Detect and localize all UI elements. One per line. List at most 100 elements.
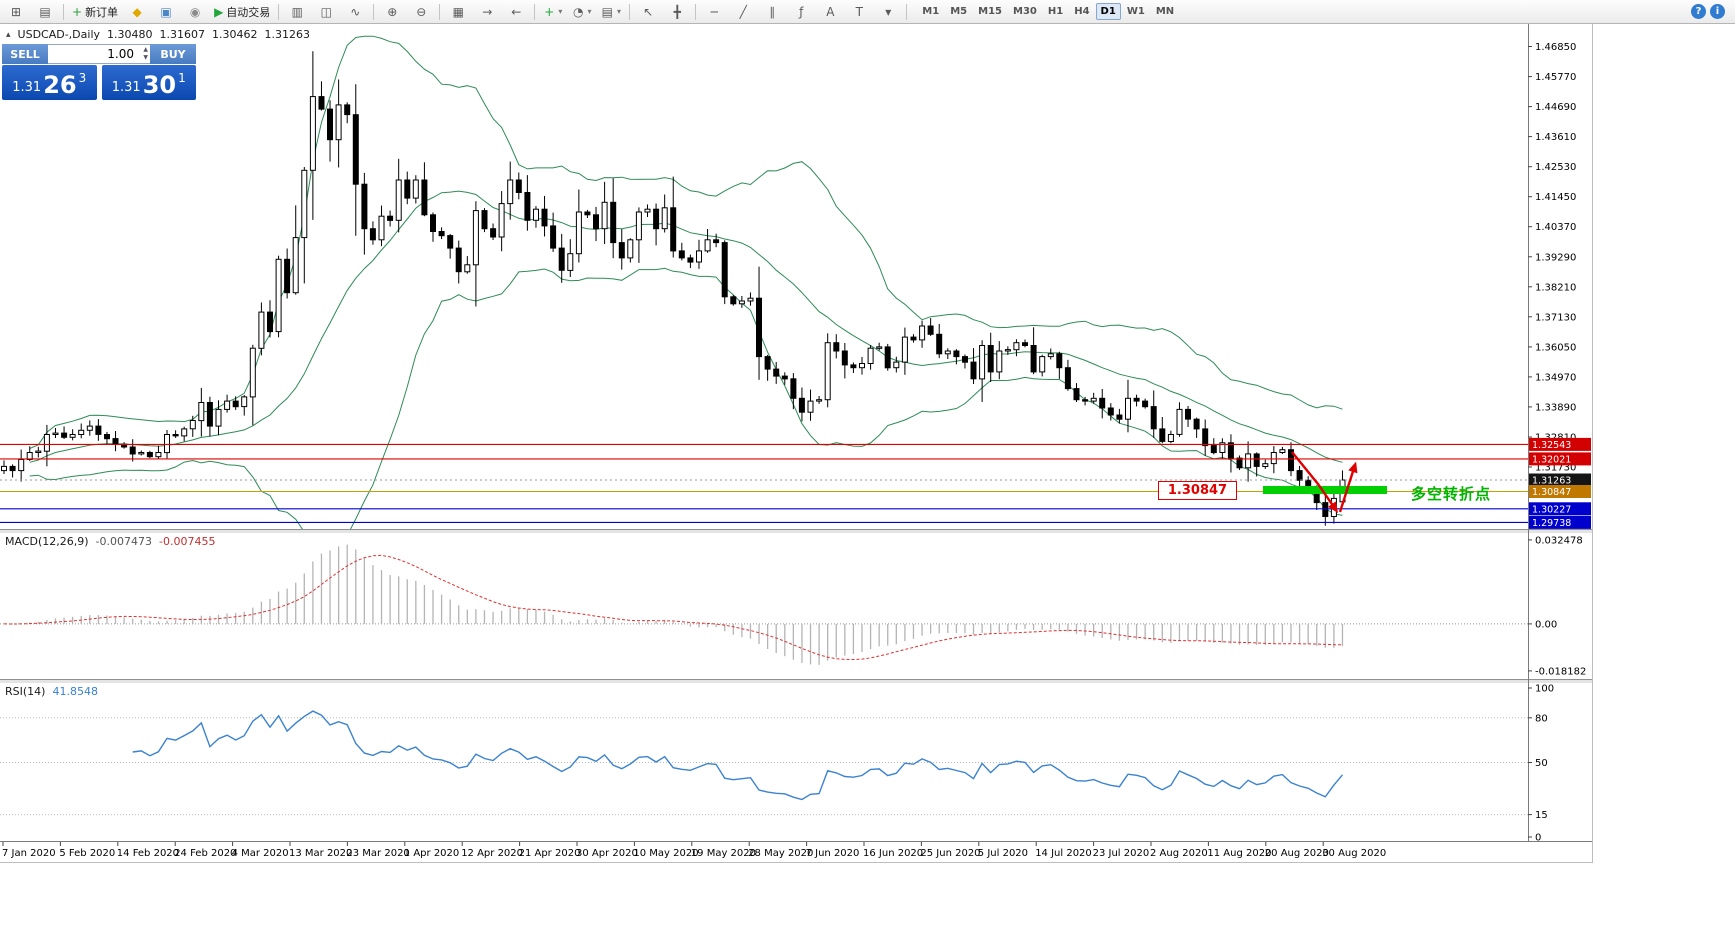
price-tick-label: 1.31730 (1535, 463, 1576, 474)
support-zone-rectangle[interactable] (1263, 486, 1387, 494)
buy-price-panel[interactable]: 1.31 30 1 (101, 65, 196, 100)
rsi-axis-label: 0 (1535, 833, 1541, 844)
help-button[interactable]: ? (1691, 4, 1706, 19)
line-chart-icon: ∿ (350, 4, 361, 19)
fibonacci-retracement-button[interactable]: ƒ (787, 1, 815, 23)
sell-price-prefix: 1.31 (12, 80, 42, 95)
trendline-button[interactable]: ╱ (729, 1, 757, 23)
price-axis-badge (1529, 452, 1591, 466)
profiles-icon: ▤ (39, 4, 51, 19)
auto-trading-button[interactable]: ▶ 自动交易 (210, 1, 274, 23)
price-tick-label: 1.46850 (1535, 42, 1576, 53)
volume-up-arrow-icon[interactable]: ▲ (143, 46, 148, 53)
price-annotation-box[interactable]: 1.30847 (1158, 481, 1237, 500)
line-chart-button[interactable]: ∿ (341, 1, 369, 23)
cursor-button[interactable]: ↖ (634, 1, 662, 23)
horizontal-line-button[interactable]: ─ (700, 1, 728, 23)
date-tick-label: 7 Jun 2020 (806, 848, 860, 859)
turning-point-note[interactable]: 多空转折点 (1411, 485, 1492, 503)
price-tick-label: 1.33890 (1535, 402, 1576, 413)
volume-down-arrow-icon[interactable]: ▼ (143, 54, 148, 61)
mql5-community-button[interactable]: ◆ (123, 1, 151, 23)
bar-chart-button[interactable]: ▥ (283, 1, 311, 23)
date-tick-label: 30 Apr 2020 (576, 848, 638, 859)
open-value: 1.30480 (107, 28, 153, 41)
up-arrow-annotation[interactable] (1338, 461, 1358, 513)
date-tick-label: 11 Aug 2020 (1207, 848, 1271, 859)
timeframe-h1-button[interactable]: H1 (1047, 6, 1064, 17)
down-arrow-annotation[interactable] (1291, 451, 1339, 513)
crosshair-button[interactable]: ╋ (663, 1, 691, 23)
price-tick-label: 1.40370 (1535, 222, 1576, 233)
sell-button[interactable]: SELL (2, 44, 48, 64)
indicators-icon: + (544, 4, 555, 19)
text-button[interactable]: A (816, 1, 844, 23)
timeframe-w1-button[interactable]: W1 (1126, 6, 1145, 17)
price-axis-badge-label: 1.32543 (1532, 440, 1571, 451)
sell-price-pips: 26 (43, 71, 77, 100)
one-click-trading-panel: SELL 1.00 ▲ ▼ BUY 1.31 26 3 1.31 (2, 44, 196, 100)
data-window-button[interactable]: ▣ (152, 1, 180, 23)
periods-button[interactable]: ◔ ▾ (568, 1, 596, 23)
profiles-button[interactable]: ▤ (31, 1, 59, 23)
equidistant-channel-button[interactable]: ∥ (758, 1, 786, 23)
sell-price-panel[interactable]: 1.31 26 3 (2, 65, 97, 100)
date-tick-label: 30 Aug 2020 (1322, 848, 1386, 859)
new-order-button[interactable]: + 新订单 (68, 1, 122, 23)
one-click-collapse-icon[interactable]: ▴ (6, 29, 11, 40)
date-tick-label: 24 Feb 2020 (174, 848, 236, 859)
timeframe-mn-button[interactable]: MN (1155, 6, 1175, 17)
toolbar-separator (534, 3, 536, 20)
buy-button[interactable]: BUY (150, 44, 196, 64)
timeframe-m5-button[interactable]: M5 (950, 6, 968, 17)
arrows-list-button[interactable]: ▾ (874, 1, 902, 23)
price-tick-label: 1.36050 (1535, 342, 1576, 353)
price-chart-canvas[interactable]: 1.46850 1.45770 1.44690 1.43610 1.42530 1.414… (0, 24, 1592, 862)
arrows-list-icon: ▾ (885, 4, 892, 19)
indicators-button[interactable]: + ▾ (539, 1, 567, 23)
timeframe-m30-button[interactable]: M30 (1013, 6, 1037, 17)
candlestick-chart-icon: ◫ (320, 4, 332, 19)
rsi-axis-label: 80 (1535, 713, 1548, 724)
templates-button[interactable]: ▤ ▾ (597, 1, 625, 23)
date-tick-label: 14 Feb 2020 (117, 848, 179, 859)
toolbar-separator (629, 3, 631, 20)
bollinger-lower-band (29, 267, 1343, 529)
toolbar-separator (906, 3, 908, 20)
rsi-pane[interactable] (0, 710, 1528, 816)
tile-windows-icon: ▦ (452, 4, 464, 19)
quick-search-button[interactable]: i (1710, 4, 1725, 19)
price-axis-badge-label: 1.30847 (1532, 487, 1571, 498)
zoom-out-button[interactable]: ⊖ (407, 1, 435, 23)
symbol-period-label: USDCAD-,Daily (17, 28, 101, 41)
new-chart-button[interactable]: ⊞ (2, 1, 30, 23)
equidistant-channel-icon: ∥ (769, 4, 776, 19)
price-tick-label: 1.38210 (1535, 282, 1576, 293)
strategy-tester-button[interactable]: ◉ (181, 1, 209, 23)
candlestick-chart-button[interactable]: ◫ (312, 1, 340, 23)
auto-scroll-button[interactable]: → (473, 1, 501, 23)
timeframe-m15-button[interactable]: M15 (978, 6, 1003, 17)
templates-icon: ▤ (601, 4, 613, 19)
chart-title: ▴ USDCAD-,Daily 1.30480 1.31607 1.30462 … (6, 28, 310, 41)
price-axis-badge (1529, 502, 1591, 516)
timeframe-m1-button[interactable]: M1 (922, 6, 940, 17)
macd-pane[interactable] (0, 544, 1528, 665)
timeframe-h4-button[interactable]: H4 (1074, 6, 1090, 17)
zoom-in-button[interactable]: ⊕ (378, 1, 406, 23)
rsi-axis-label: 100 (1535, 684, 1554, 695)
tile-windows-button[interactable]: ▦ (444, 1, 472, 23)
timeframe-d1-button[interactable]: D1 (1095, 3, 1121, 20)
chart-shift-button[interactable]: ← (502, 1, 530, 23)
data-window-icon: ▣ (160, 4, 172, 19)
volume-input[interactable]: 1.00 ▲ ▼ (48, 44, 150, 64)
text-label-icon: T (855, 4, 863, 19)
price-axis-badge (1529, 437, 1591, 451)
macd-header: MACD(12,26,9) -0.007473 -0.007455 (5, 535, 215, 548)
text-label-button[interactable]: T (845, 1, 873, 23)
volume-value: 1.00 (107, 47, 134, 61)
main-pane[interactable] (0, 35, 1528, 555)
price-tick-label: 1.39290 (1535, 252, 1576, 263)
bar-chart-icon: ▥ (291, 4, 303, 19)
templates-caret-icon: ▾ (616, 7, 621, 16)
